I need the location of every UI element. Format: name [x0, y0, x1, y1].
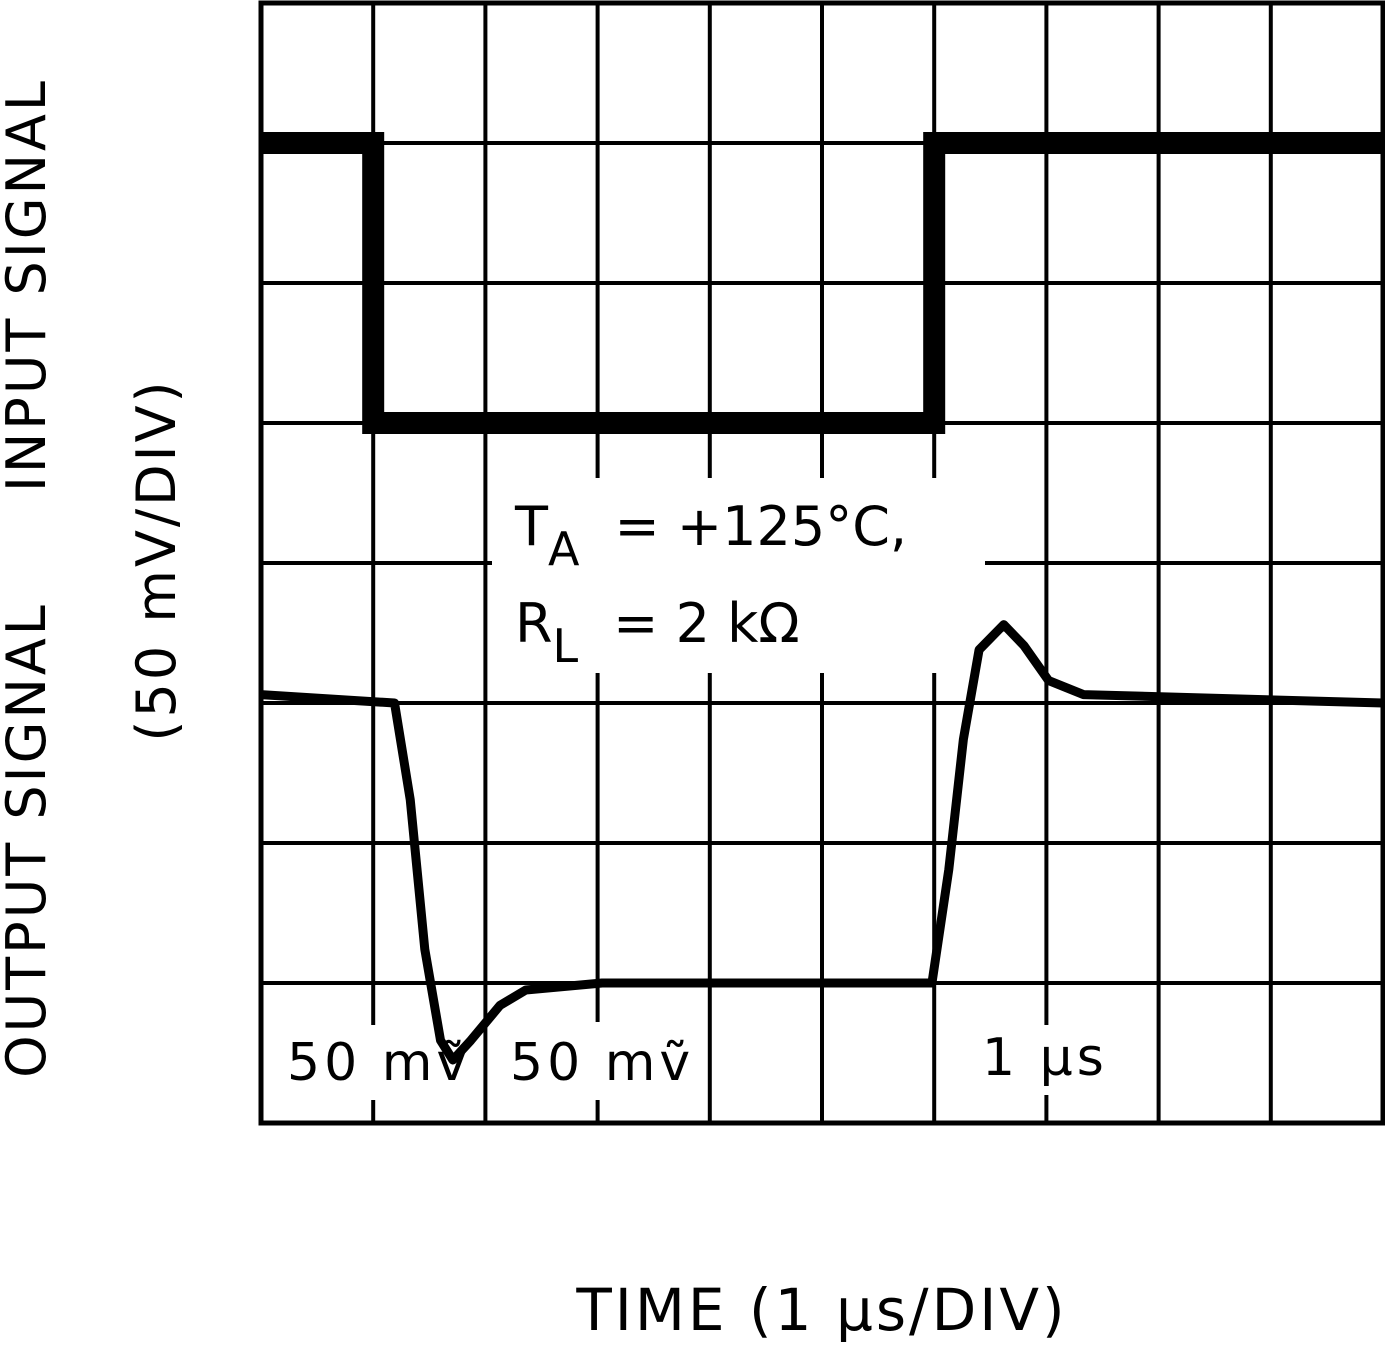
annotation-background	[492, 478, 985, 673]
annotation: RL = 2 kΩ	[515, 592, 800, 673]
signal-line	[261, 132, 1383, 434]
x-axis-label: TIME (1 μs/DIV)	[575, 1276, 1067, 1344]
label-background	[975, 1025, 1115, 1095]
y-axis-label: OUTPUT SIGNAL	[0, 602, 58, 1078]
annotation-subscript: L	[553, 619, 579, 673]
annotation-main: T	[514, 495, 549, 558]
scale-label: 50 mṽ	[510, 1033, 694, 1093]
annotation-rest: = +125°C,	[614, 495, 907, 558]
annotation-rest: = 2 kΩ	[613, 592, 799, 655]
y-axis-label: (50 mV/DIV)	[125, 378, 188, 741]
annotation-subscript: A	[548, 522, 580, 576]
label-background	[280, 1025, 480, 1100]
signal-line	[260, 620, 1384, 1065]
label-background	[500, 1022, 695, 1100]
plot-frame	[258, 0, 1385, 1126]
y-axis-label: INPUT SIGNAL	[0, 78, 58, 492]
scale-label: 50 mṽ	[287, 1033, 471, 1093]
scale-label: 1 μs	[982, 1028, 1108, 1088]
annotation: TA = +125°C,	[514, 495, 907, 576]
annotation-main: R	[515, 592, 553, 655]
